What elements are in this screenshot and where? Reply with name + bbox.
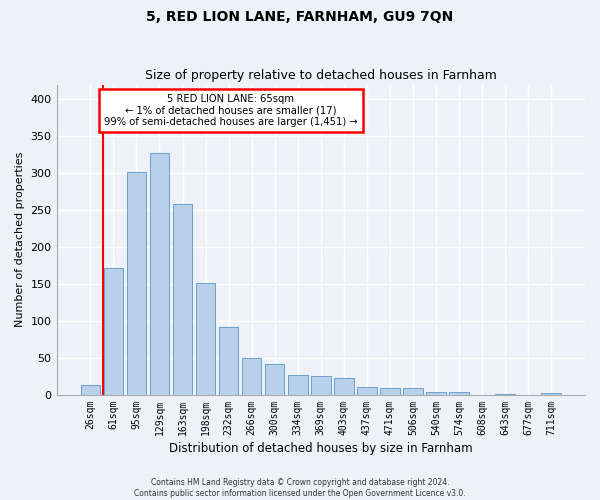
- Bar: [265, 364, 284, 395]
- Bar: [288, 375, 308, 395]
- X-axis label: Distribution of detached houses by size in Farnham: Distribution of detached houses by size …: [169, 442, 473, 455]
- Text: 5, RED LION LANE, FARNHAM, GU9 7QN: 5, RED LION LANE, FARNHAM, GU9 7QN: [146, 10, 454, 24]
- Bar: [541, 394, 561, 395]
- Bar: [127, 172, 146, 395]
- Y-axis label: Number of detached properties: Number of detached properties: [15, 152, 25, 328]
- Bar: [449, 392, 469, 395]
- Bar: [149, 154, 169, 395]
- Bar: [380, 388, 400, 395]
- Bar: [311, 376, 331, 395]
- Bar: [104, 268, 123, 395]
- Bar: [357, 387, 377, 395]
- Title: Size of property relative to detached houses in Farnham: Size of property relative to detached ho…: [145, 69, 497, 82]
- Bar: [80, 384, 100, 395]
- Bar: [219, 327, 238, 395]
- Bar: [334, 378, 353, 395]
- Text: Contains HM Land Registry data © Crown copyright and database right 2024.
Contai: Contains HM Land Registry data © Crown c…: [134, 478, 466, 498]
- Bar: [426, 392, 446, 395]
- Bar: [196, 282, 215, 395]
- Bar: [173, 204, 193, 395]
- Text: 5 RED LION LANE: 65sqm
← 1% of detached houses are smaller (17)
99% of semi-deta: 5 RED LION LANE: 65sqm ← 1% of detached …: [104, 94, 358, 127]
- Bar: [242, 358, 262, 395]
- Bar: [496, 394, 515, 395]
- Bar: [403, 388, 423, 395]
